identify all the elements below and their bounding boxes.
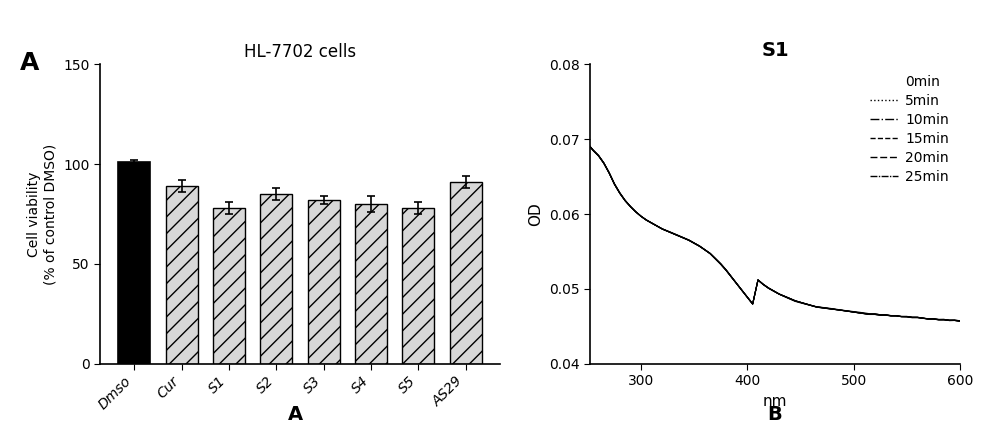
Bar	[402, 208, 434, 364]
15min	[688, 241, 700, 246]
0min	[688, 241, 700, 246]
20min	[720, 268, 732, 273]
10min	[805, 303, 817, 308]
Bar	[166, 186, 198, 364]
25min	[954, 318, 966, 324]
20min	[805, 303, 817, 308]
10min	[584, 144, 596, 149]
15min	[720, 267, 732, 272]
5min	[933, 317, 945, 322]
5min	[688, 241, 700, 246]
Y-axis label: OD: OD	[528, 202, 543, 226]
5min	[954, 318, 966, 323]
0min	[763, 286, 775, 291]
5min	[584, 144, 596, 149]
Legend: 0min, 5min, 10min, 15min, 20min, 25min: 0min, 5min, 10min, 15min, 20min, 25min	[866, 71, 953, 188]
15min	[763, 285, 775, 291]
Bar	[118, 162, 150, 364]
10min	[593, 153, 605, 158]
0min	[954, 318, 966, 324]
Title: HL-7702 cells: HL-7702 cells	[244, 43, 356, 61]
10min	[933, 317, 945, 322]
0min	[584, 144, 596, 149]
0min	[933, 317, 945, 322]
Line: 10min: 10min	[590, 146, 960, 321]
Bar	[355, 204, 387, 364]
20min	[763, 285, 775, 291]
15min	[954, 318, 966, 324]
Line: 0min: 0min	[590, 146, 960, 321]
15min	[593, 153, 605, 158]
Line: 20min: 20min	[590, 146, 960, 321]
X-axis label: nm: nm	[763, 394, 787, 409]
10min	[763, 286, 775, 291]
10min	[720, 268, 732, 273]
15min	[584, 144, 596, 149]
25min	[593, 154, 605, 159]
Text: A: A	[20, 51, 39, 75]
Line: 15min: 15min	[590, 146, 960, 321]
10min	[954, 318, 966, 324]
25min	[688, 241, 700, 246]
5min	[593, 153, 605, 158]
20min	[584, 144, 596, 149]
Y-axis label: Cell viability
(% of control DMSO): Cell viability (% of control DMSO)	[27, 143, 58, 285]
Bar	[450, 182, 482, 364]
0min	[805, 303, 817, 308]
25min	[763, 285, 775, 291]
20min	[954, 318, 966, 324]
Bar	[260, 194, 292, 364]
Bar	[308, 200, 340, 364]
5min	[763, 285, 775, 291]
Line: 5min: 5min	[590, 146, 960, 321]
0min	[720, 268, 732, 273]
0min	[593, 153, 605, 158]
15min	[933, 317, 945, 322]
25min	[584, 144, 596, 149]
5min	[805, 303, 817, 308]
20min	[933, 317, 945, 322]
20min	[688, 241, 700, 246]
15min	[805, 303, 817, 308]
25min	[933, 317, 945, 322]
10min	[688, 241, 700, 246]
20min	[593, 153, 605, 158]
25min	[720, 268, 732, 273]
Text: A: A	[287, 405, 303, 424]
Title: S1: S1	[761, 41, 789, 60]
25min	[805, 303, 817, 308]
5min	[720, 268, 732, 273]
Line: 25min: 25min	[590, 147, 960, 321]
Bar	[213, 208, 245, 364]
Text: B: B	[768, 405, 782, 424]
